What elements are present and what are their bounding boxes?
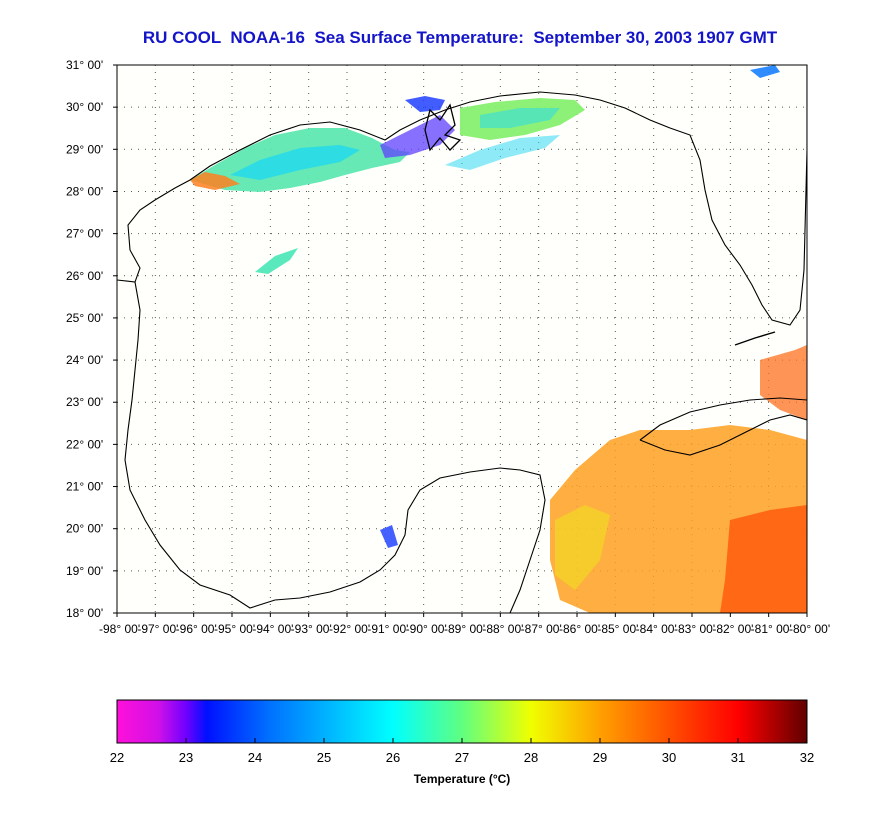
sst-patch-texas-cyan xyxy=(230,145,360,180)
longitude-labels: -98° 00'-97° 00'-96° 00'-95° 00'-94° 00'… xyxy=(99,613,830,636)
latitude-tick-label: 24° 00' xyxy=(66,353,103,367)
sst-streaks-east xyxy=(445,135,560,170)
colorbar-tick-label: 25 xyxy=(317,750,331,765)
longitude-tick-label: -80° 00' xyxy=(789,622,830,636)
colorbar-tick-label: 24 xyxy=(248,750,262,765)
chart-title: RU COOL NOAA-16 Sea Surface Temperature:… xyxy=(142,28,778,47)
sst-patch-mississippi-cyan xyxy=(480,108,560,128)
coastline-cuba xyxy=(639,397,807,456)
longitude-tick-label: -89° 00' xyxy=(444,622,485,636)
longitude-tick-label: -84° 00' xyxy=(636,622,677,636)
sst-patch-texas-warm xyxy=(190,172,240,190)
coastline xyxy=(117,65,807,613)
coastline-delta xyxy=(424,103,462,152)
longitude-tick-label: -83° 00' xyxy=(674,622,715,636)
longitude-tick-label: -94° 00' xyxy=(252,622,293,636)
coastline-keys xyxy=(734,331,776,346)
colorbar-tick-label: 26 xyxy=(386,750,400,765)
latitude-tick-label: 28° 00' xyxy=(66,184,103,198)
longitude-tick-label: -96° 00' xyxy=(176,622,217,636)
colorbar-tick-label: 27 xyxy=(455,750,469,765)
longitude-tick-label: -88° 00' xyxy=(482,622,523,636)
longitude-tick-label: -87° 00' xyxy=(521,622,562,636)
colorbar-tick-label: 23 xyxy=(179,750,193,765)
sst-data-layer xyxy=(190,65,807,613)
colorbar-tick-label: 32 xyxy=(800,750,814,765)
sst-patch-caribbean-yellow xyxy=(555,505,610,590)
colorbar xyxy=(116,699,808,744)
latitude-tick-label: 22° 00' xyxy=(66,437,103,451)
latitude-tick-label: 30° 00' xyxy=(66,100,103,114)
longitude-tick-label: -85° 00' xyxy=(597,622,638,636)
latitude-tick-label: 18° 00' xyxy=(66,606,103,620)
sst-patch-delta xyxy=(380,115,455,158)
longitude-tick-label: -95° 00' xyxy=(214,622,255,636)
latitude-tick-label: 26° 00' xyxy=(66,269,103,283)
latitude-tick-label: 19° 00' xyxy=(66,564,103,578)
latitude-tick-label: 29° 00' xyxy=(66,142,103,156)
longitude-tick-label: -98° 00' xyxy=(99,622,140,636)
sst-patch-top-right xyxy=(750,65,780,78)
colorbar-ticks: 22 23 24 25 26 27 28 29 30 31 32 xyxy=(110,738,814,765)
sst-patch-mobile xyxy=(405,96,445,112)
sst-patch-florida-keys xyxy=(760,345,807,420)
latitude-tick-label: 23° 00' xyxy=(66,395,103,409)
longitude-tick-label: -82° 00' xyxy=(712,622,753,636)
colorbar-tick-label: 22 xyxy=(110,750,124,765)
colorbar-tick-label: 29 xyxy=(593,750,607,765)
colorbar-tick-label: 30 xyxy=(662,750,676,765)
colorbar-tick-label: 28 xyxy=(524,750,538,765)
longitude-tick-label: -92° 00' xyxy=(329,622,370,636)
longitude-tick-label: -97° 00' xyxy=(137,622,178,636)
longitude-tick-label: -81° 00' xyxy=(751,622,792,636)
colorbar-label: Temperature (°C) xyxy=(414,772,511,786)
coastline-gulf xyxy=(117,65,807,326)
latitude-tick-label: 31° 00' xyxy=(66,58,103,72)
latitude-tick-label: 20° 00' xyxy=(66,522,103,536)
latitude-tick-label: 27° 00' xyxy=(66,227,103,241)
latitude-tick-label: 21° 00' xyxy=(66,480,103,494)
longitude-tick-label: -86° 00' xyxy=(559,622,600,636)
longitude-tick-label: -91° 00' xyxy=(367,622,408,636)
sst-patch-offshore xyxy=(255,248,298,274)
sst-patch-yucatan-blue xyxy=(380,525,398,548)
sst-patch-caribbean-hot xyxy=(720,505,807,613)
longitude-tick-label: -90° 00' xyxy=(406,622,447,636)
latitude-labels: 31° 00' 30° 00' 29° 00' 28° 00' 27° 00' 26° 0… xyxy=(66,58,117,620)
longitude-tick-label: -93° 00' xyxy=(291,622,332,636)
latitude-tick-label: 25° 00' xyxy=(66,311,103,325)
colorbar-tick-label: 31 xyxy=(731,750,745,765)
coastline-mexico xyxy=(124,281,546,613)
